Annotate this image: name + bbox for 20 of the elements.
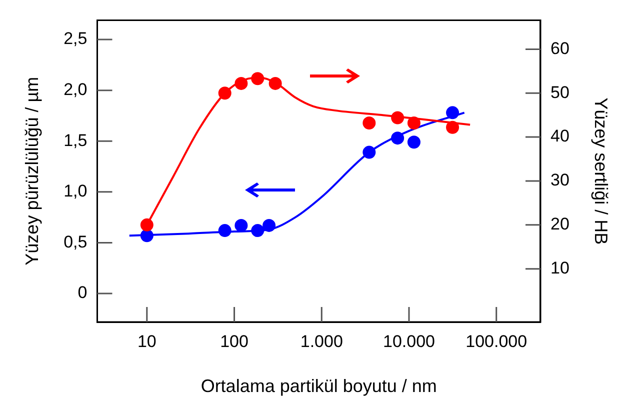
y-axis-title: Yüzey pürüzlülüğü / µm bbox=[22, 76, 42, 266]
y-tick-label: 0,5 bbox=[64, 232, 88, 252]
x-tick-label: 10.000 bbox=[382, 332, 435, 351]
y-tick-label: 2,5 bbox=[64, 29, 88, 48]
y-tick-label: 0 bbox=[78, 283, 88, 302]
y2-tick-label: 50 bbox=[550, 82, 570, 102]
x-tick-label: 100 bbox=[220, 332, 248, 351]
y-tick-label: 2,0 bbox=[64, 80, 88, 100]
y2-tick-label: 30 bbox=[550, 170, 570, 190]
y-tick-label: 1,0 bbox=[64, 182, 88, 201]
x-tick-label: 1.000 bbox=[300, 332, 343, 351]
y2-tick-label: 60 bbox=[550, 38, 570, 58]
x-tick-label: 10 bbox=[137, 332, 156, 351]
x-tick-label: 100.000 bbox=[466, 332, 528, 351]
y2-axis-title: Yüzey sertliği / HB bbox=[591, 98, 612, 245]
x-axis-title: Ortalama partikül boyutu / nm bbox=[200, 376, 437, 396]
y2-tick-label: 20 bbox=[550, 214, 570, 234]
y2-tick-label: 40 bbox=[550, 126, 570, 146]
y2-tick-label: 10 bbox=[550, 258, 570, 278]
y-tick-label: 1,5 bbox=[64, 130, 88, 150]
